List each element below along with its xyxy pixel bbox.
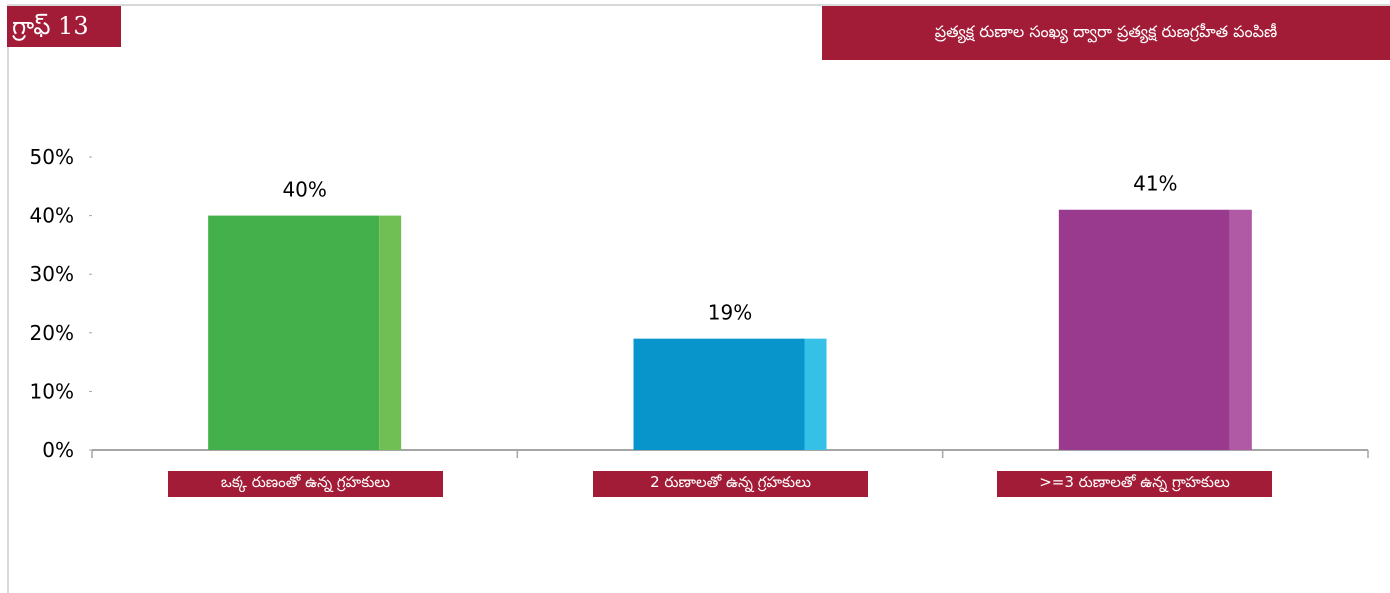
bar-3-side	[1229, 209, 1252, 450]
bar-2-side	[804, 338, 827, 450]
graph-number-label: గ్రాఫ్ 13	[7, 6, 121, 47]
y-tick-label: 50%	[30, 145, 74, 169]
chart-title: ప్రత్యక్ష రుణాల సంఖ్య ద్వారా ప్రత్యక్ష ర…	[822, 6, 1390, 60]
data-label-2: 19%	[708, 301, 752, 325]
frame-top-border	[7, 4, 1390, 6]
bar-1	[208, 215, 380, 450]
frame-left-border	[7, 4, 9, 593]
y-tick-label: 30%	[30, 262, 74, 286]
category-label-1: ఒక్క రుణంతో ఉన్న గ్రహకులు	[168, 471, 443, 497]
bar-1-side	[379, 215, 402, 450]
y-tick-label: 0%	[42, 438, 74, 462]
y-tick-label: 10%	[30, 379, 74, 403]
category-label-3: >=3 రుణాలతో ఉన్న గ్రాహకులు	[997, 471, 1272, 497]
y-tick-label: 20%	[30, 321, 74, 345]
bar-2	[633, 338, 805, 450]
category-label-2: 2 రుణాలతో ఉన్న గ్రహకులు	[593, 471, 868, 497]
bar-3	[1058, 209, 1230, 450]
y-tick-label: 40%	[30, 204, 74, 228]
data-label-1: 40%	[282, 178, 326, 202]
data-label-3: 41%	[1133, 172, 1177, 196]
